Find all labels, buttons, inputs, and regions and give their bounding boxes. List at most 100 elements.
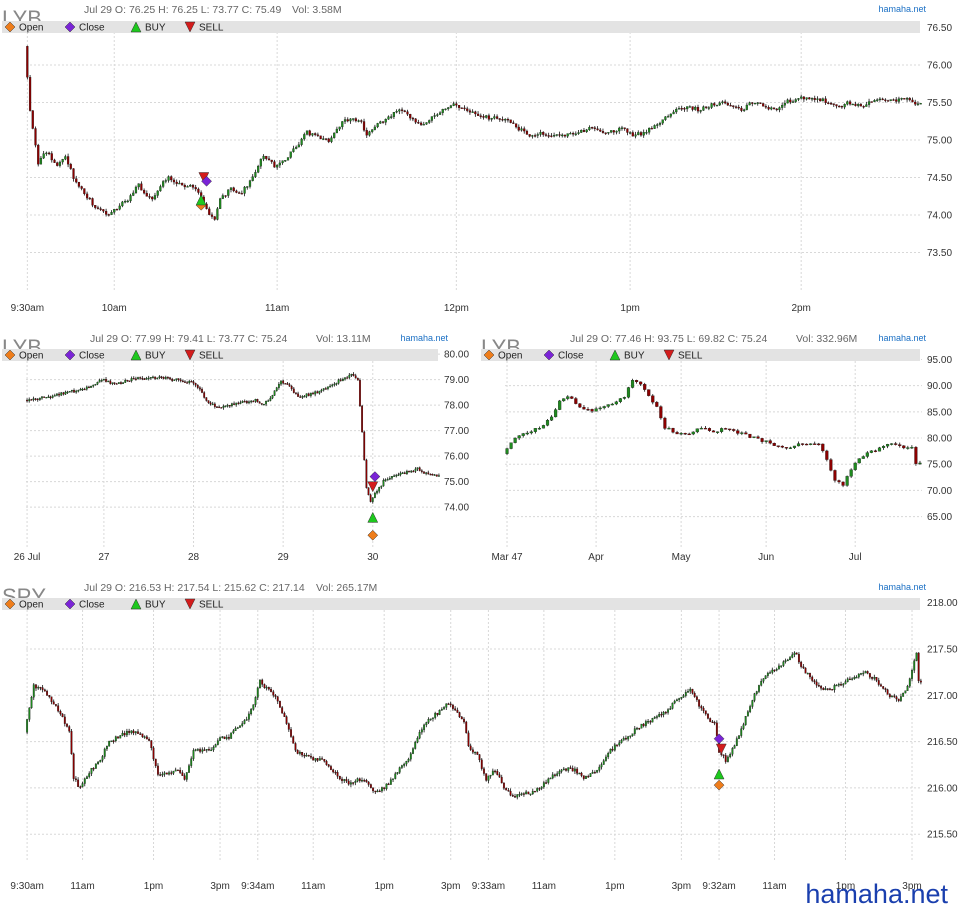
- candle-body: [339, 379, 342, 381]
- candle-body: [188, 381, 191, 384]
- candle-body: [349, 118, 352, 122]
- candle-body: [376, 123, 379, 128]
- candle-body: [64, 156, 67, 160]
- candle-body: [902, 445, 906, 449]
- candle-body: [544, 134, 548, 136]
- candle-body: [335, 128, 338, 134]
- candle-body: [749, 706, 752, 712]
- candle-body: [159, 186, 162, 192]
- candle-body: [212, 747, 215, 751]
- candle-body: [680, 696, 683, 699]
- candle-body: [821, 443, 825, 452]
- candle-body: [53, 395, 56, 397]
- candle-body: [724, 101, 727, 104]
- candle-body: [556, 773, 559, 776]
- candle-body: [219, 737, 221, 741]
- candle-body: [265, 155, 268, 159]
- candle-body: [545, 420, 550, 426]
- open-marker: [713, 779, 725, 791]
- candle-body: [528, 134, 531, 137]
- candle-body: [775, 669, 778, 671]
- x-tick-label: 9:34am: [241, 881, 274, 892]
- candle-body: [547, 778, 550, 783]
- candle-body: [318, 390, 321, 394]
- candle-body: [789, 99, 792, 103]
- candle-body: [691, 688, 694, 694]
- candle-body: [105, 379, 107, 382]
- candle-body: [517, 435, 521, 439]
- candle-body: [740, 432, 744, 434]
- candle-body: [876, 99, 879, 101]
- candle-body: [398, 767, 401, 773]
- candle-body: [460, 107, 463, 109]
- candle-body: [99, 208, 102, 210]
- candle-body: [871, 677, 874, 679]
- candle-body: [267, 687, 270, 690]
- candle-body: [578, 403, 582, 408]
- candle-body: [72, 753, 75, 779]
- candle-body: [26, 719, 29, 733]
- candle-body: [889, 99, 892, 101]
- x-tick-label: Jun: [758, 552, 774, 563]
- candle-body: [865, 104, 868, 107]
- legend-bar: [2, 598, 920, 610]
- candle-body: [325, 761, 328, 765]
- candle-body: [70, 731, 73, 755]
- candle-body: [780, 445, 784, 448]
- brand-label: hamaha.net: [400, 333, 448, 343]
- candle-body: [598, 766, 601, 771]
- candle-body: [333, 132, 336, 138]
- candle-body: [578, 772, 581, 775]
- candle-body: [655, 402, 659, 407]
- candle-body: [746, 711, 749, 717]
- candle-body: [232, 187, 235, 192]
- candle-body: [36, 398, 39, 401]
- candle-body: [26, 46, 29, 78]
- candle-body: [274, 695, 277, 697]
- candle-body: [115, 383, 118, 385]
- candle-body: [405, 761, 408, 765]
- candle-body: [62, 392, 65, 395]
- candle-body: [624, 738, 627, 740]
- candle-body: [873, 450, 878, 452]
- candle-body: [288, 384, 291, 387]
- candle-body: [504, 119, 507, 121]
- candle-body: [463, 107, 466, 110]
- candle-body: [234, 728, 237, 732]
- candle-body: [380, 485, 383, 488]
- candle-body: [445, 703, 448, 708]
- x-tick-label: 27: [98, 552, 110, 563]
- legend-label-open: Open: [19, 600, 43, 611]
- candle-body: [423, 471, 425, 474]
- candle-body: [251, 176, 254, 181]
- candle-body: [194, 383, 197, 386]
- candle-body: [720, 428, 724, 432]
- candle-body: [327, 764, 330, 767]
- candle-body: [629, 132, 632, 134]
- candle-body: [190, 758, 193, 766]
- candle-body: [809, 672, 811, 678]
- legend-label-buy: BUY: [624, 351, 645, 362]
- x-tick-label: 9:30am: [10, 881, 43, 892]
- candle-body: [334, 771, 337, 774]
- candle-body: [365, 130, 368, 136]
- candle-body: [673, 700, 676, 704]
- candle-body: [684, 692, 687, 696]
- candle-body: [427, 719, 430, 723]
- candle-body: [278, 162, 281, 166]
- candle-body: [57, 705, 60, 712]
- candle-body: [457, 105, 461, 108]
- y-tick-label: 75.00: [927, 460, 952, 471]
- buy-marker: [713, 768, 725, 780]
- candle-body: [170, 772, 173, 774]
- candle-body: [346, 377, 349, 379]
- candle-body: [773, 669, 776, 672]
- candle-body: [705, 106, 708, 108]
- candle-body: [296, 749, 299, 754]
- candle-body: [764, 675, 767, 679]
- candle-body: [425, 122, 428, 125]
- candle-body: [357, 120, 360, 122]
- candle-body: [309, 392, 312, 396]
- candle-body: [233, 403, 235, 405]
- brand-label: hamaha.net: [878, 582, 926, 592]
